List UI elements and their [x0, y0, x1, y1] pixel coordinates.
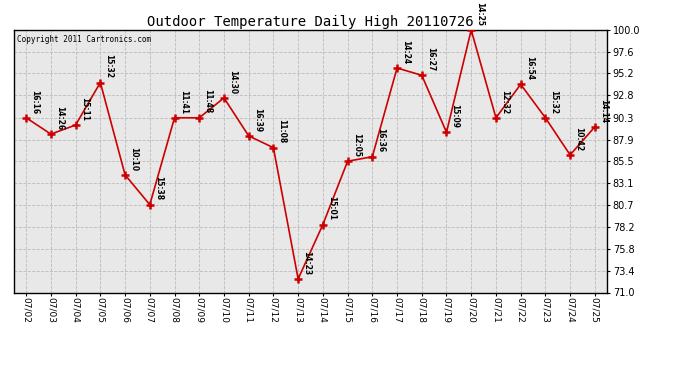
Title: Outdoor Temperature Daily High 20110726: Outdoor Temperature Daily High 20110726 — [147, 15, 474, 29]
Text: 16:36: 16:36 — [377, 128, 386, 153]
Text: 14:14: 14:14 — [599, 99, 608, 123]
Text: Copyright 2011 Cartronics.com: Copyright 2011 Cartronics.com — [17, 35, 151, 44]
Text: 16:39: 16:39 — [253, 108, 262, 132]
Text: 10:42: 10:42 — [574, 127, 583, 151]
Text: 15:38: 15:38 — [154, 176, 163, 201]
Text: 15:32: 15:32 — [549, 90, 558, 114]
Text: 14:26: 14:26 — [55, 106, 64, 130]
Text: 10:10: 10:10 — [129, 147, 138, 171]
Text: 15:01: 15:01 — [327, 196, 336, 220]
Text: 15:32: 15:32 — [104, 54, 113, 78]
Text: 11:08: 11:08 — [277, 119, 286, 144]
Text: 12:05: 12:05 — [352, 133, 361, 157]
Text: 16:54: 16:54 — [525, 56, 534, 80]
Text: 11:48: 11:48 — [204, 89, 213, 114]
Text: 16:16: 16:16 — [30, 90, 39, 114]
Text: 15:11: 15:11 — [80, 97, 89, 121]
Text: 14:30: 14:30 — [228, 70, 237, 94]
Text: 14:24: 14:24 — [401, 40, 410, 64]
Text: 11:41: 11:41 — [179, 90, 188, 114]
Text: 14:25: 14:25 — [475, 2, 484, 26]
Text: 14:23: 14:23 — [302, 251, 311, 275]
Text: 16:27: 16:27 — [426, 47, 435, 71]
Text: 12:32: 12:32 — [500, 90, 509, 114]
Text: 15:09: 15:09 — [451, 104, 460, 128]
